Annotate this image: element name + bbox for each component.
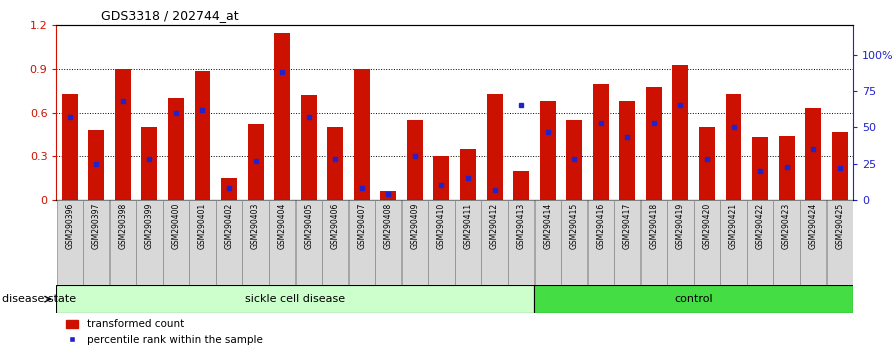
- Text: disease state: disease state: [2, 294, 76, 304]
- Bar: [593, 84, 608, 200]
- Bar: [672, 65, 688, 200]
- FancyBboxPatch shape: [588, 200, 614, 285]
- Text: GSM290404: GSM290404: [278, 202, 287, 249]
- Bar: [221, 178, 237, 200]
- FancyBboxPatch shape: [720, 200, 746, 285]
- Bar: [831, 132, 848, 200]
- FancyBboxPatch shape: [614, 200, 641, 285]
- Text: GSM290403: GSM290403: [251, 202, 260, 249]
- FancyBboxPatch shape: [322, 200, 349, 285]
- Bar: [646, 87, 662, 200]
- Bar: [247, 124, 263, 200]
- Text: GSM290412: GSM290412: [490, 202, 499, 249]
- FancyBboxPatch shape: [773, 200, 800, 285]
- Text: GSM290414: GSM290414: [543, 202, 552, 249]
- Bar: [806, 108, 821, 200]
- FancyBboxPatch shape: [428, 200, 454, 285]
- Text: GSM290406: GSM290406: [331, 202, 340, 249]
- FancyBboxPatch shape: [827, 200, 853, 285]
- Bar: [115, 69, 131, 200]
- Text: GSM290419: GSM290419: [676, 202, 685, 249]
- FancyBboxPatch shape: [189, 200, 216, 285]
- Text: GSM290415: GSM290415: [570, 202, 579, 249]
- FancyBboxPatch shape: [481, 200, 508, 285]
- Text: GDS3318 / 202744_at: GDS3318 / 202744_at: [101, 9, 239, 22]
- Text: GSM290417: GSM290417: [623, 202, 632, 249]
- Bar: [354, 69, 370, 200]
- Bar: [752, 137, 768, 200]
- Bar: [566, 120, 582, 200]
- Text: control: control: [675, 294, 713, 304]
- Bar: [62, 94, 78, 200]
- Text: GSM290422: GSM290422: [755, 202, 764, 249]
- Text: GSM290420: GSM290420: [702, 202, 711, 249]
- FancyBboxPatch shape: [534, 285, 853, 313]
- Bar: [381, 191, 396, 200]
- Text: GSM290401: GSM290401: [198, 202, 207, 249]
- FancyBboxPatch shape: [56, 200, 82, 285]
- Legend: transformed count, percentile rank within the sample: transformed count, percentile rank withi…: [62, 315, 267, 349]
- Text: GSM290399: GSM290399: [145, 202, 154, 249]
- FancyBboxPatch shape: [375, 200, 401, 285]
- FancyBboxPatch shape: [668, 200, 694, 285]
- Text: GSM290397: GSM290397: [91, 202, 100, 249]
- Text: GSM290398: GSM290398: [118, 202, 127, 249]
- Text: GSM290408: GSM290408: [383, 202, 392, 249]
- Bar: [89, 130, 104, 200]
- FancyBboxPatch shape: [694, 200, 720, 285]
- FancyBboxPatch shape: [216, 200, 242, 285]
- Bar: [301, 95, 316, 200]
- FancyBboxPatch shape: [800, 200, 826, 285]
- FancyBboxPatch shape: [243, 200, 269, 285]
- Text: GSM290425: GSM290425: [835, 202, 844, 249]
- Bar: [168, 98, 184, 200]
- Bar: [434, 156, 450, 200]
- Text: GSM290396: GSM290396: [65, 202, 74, 249]
- FancyBboxPatch shape: [641, 200, 667, 285]
- Text: GSM290411: GSM290411: [463, 202, 472, 249]
- Bar: [699, 127, 715, 200]
- FancyBboxPatch shape: [401, 200, 428, 285]
- FancyBboxPatch shape: [349, 200, 375, 285]
- Text: GSM290423: GSM290423: [782, 202, 791, 249]
- Text: sickle cell disease: sickle cell disease: [246, 294, 346, 304]
- FancyBboxPatch shape: [455, 200, 481, 285]
- FancyBboxPatch shape: [136, 200, 162, 285]
- FancyBboxPatch shape: [535, 200, 561, 285]
- Text: GSM290413: GSM290413: [517, 202, 526, 249]
- Bar: [779, 136, 795, 200]
- Bar: [487, 94, 503, 200]
- Text: GSM290424: GSM290424: [809, 202, 818, 249]
- Bar: [619, 101, 635, 200]
- Text: GSM290407: GSM290407: [358, 202, 366, 249]
- FancyBboxPatch shape: [508, 200, 534, 285]
- Bar: [327, 127, 343, 200]
- Text: GSM290416: GSM290416: [596, 202, 606, 249]
- Bar: [274, 33, 290, 200]
- FancyBboxPatch shape: [747, 200, 773, 285]
- FancyBboxPatch shape: [83, 200, 109, 285]
- Text: GSM290418: GSM290418: [650, 202, 659, 249]
- Bar: [194, 70, 211, 200]
- Bar: [539, 101, 556, 200]
- FancyBboxPatch shape: [561, 200, 588, 285]
- FancyBboxPatch shape: [269, 200, 296, 285]
- Bar: [142, 127, 158, 200]
- FancyBboxPatch shape: [109, 200, 136, 285]
- Bar: [513, 171, 529, 200]
- Bar: [407, 120, 423, 200]
- Bar: [726, 94, 742, 200]
- Text: GSM290402: GSM290402: [225, 202, 234, 249]
- Bar: [460, 149, 476, 200]
- Text: GSM290400: GSM290400: [171, 202, 180, 249]
- Text: GSM290410: GSM290410: [437, 202, 446, 249]
- Text: GSM290409: GSM290409: [410, 202, 419, 249]
- FancyBboxPatch shape: [296, 200, 322, 285]
- FancyBboxPatch shape: [163, 200, 189, 285]
- Text: GSM290405: GSM290405: [304, 202, 314, 249]
- FancyBboxPatch shape: [56, 285, 534, 313]
- Text: GSM290421: GSM290421: [729, 202, 738, 249]
